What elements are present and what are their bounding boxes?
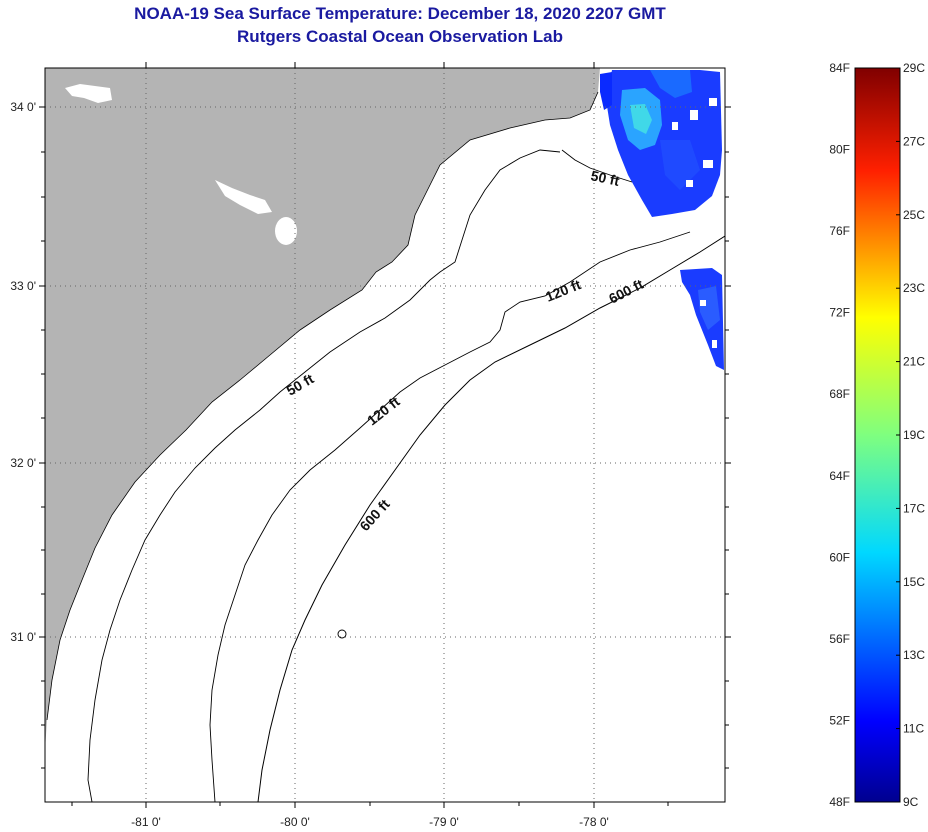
- land-mass: [45, 68, 600, 750]
- colorbar-f-label: 72F: [829, 306, 850, 320]
- lat-label-33: 33 0': [10, 279, 36, 293]
- colorbar-f-label: 64F: [829, 469, 850, 483]
- map-subtitle: Rutgers Coastal Ocean Observation Lab: [237, 27, 563, 46]
- lon-label-79: -79 0': [429, 815, 459, 829]
- contour-120ft: [209, 231, 691, 802]
- lat-label-34: 34 0': [10, 100, 36, 114]
- colorbar-c-label: 27C: [903, 134, 925, 148]
- lon-label-81: -81 0': [131, 815, 161, 829]
- colorbar-c-label: 19C: [903, 428, 925, 442]
- colorbar-f-label: 84F: [829, 61, 850, 75]
- colorbar-f-label: 76F: [829, 224, 850, 238]
- sst-data: [600, 70, 724, 370]
- colorbar-f-label: 48F: [829, 795, 850, 809]
- lon-label-80: -80 0': [280, 815, 310, 829]
- lat-label-32: 32 0': [10, 456, 36, 470]
- contour-600ft: [257, 235, 725, 802]
- lat-label-31: 31 0': [10, 630, 36, 644]
- colorbar-c-label: 15C: [903, 575, 925, 589]
- colorbar-c-label: 25C: [903, 208, 925, 222]
- colorbar-c-label: 11C: [903, 722, 924, 736]
- map-frame: [44, 67, 726, 803]
- colorbar-f-label: 56F: [829, 632, 850, 646]
- colorbar-c-label: 21C: [903, 355, 925, 369]
- colorbar-f-label: 60F: [829, 550, 850, 564]
- colorbar-f-label: 80F: [829, 143, 850, 157]
- colorbar-f-label: 68F: [829, 387, 850, 401]
- colorbar-gradient: [854, 67, 901, 803]
- colorbar-c-label: 9C: [903, 795, 919, 809]
- contour-label-50ft-north: 50 ft: [589, 167, 621, 189]
- contour-50ft: [87, 149, 633, 802]
- lon-label-78: -78 0': [579, 815, 609, 829]
- colorbar-c-label: 23C: [903, 281, 925, 295]
- colorbar-c-label: 13C: [903, 648, 925, 662]
- colorbar-c-label: 17C: [903, 501, 925, 515]
- map-title: NOAA-19 Sea Surface Temperature: Decembe…: [134, 4, 666, 23]
- colorbar: 84F 80F 76F 72F 68F 64F 60F 56F 52F 48F 29C 27C 25C…: [829, 61, 925, 809]
- colorbar-f-label: 52F: [829, 713, 850, 727]
- colorbar-c-label: 29C: [903, 61, 925, 75]
